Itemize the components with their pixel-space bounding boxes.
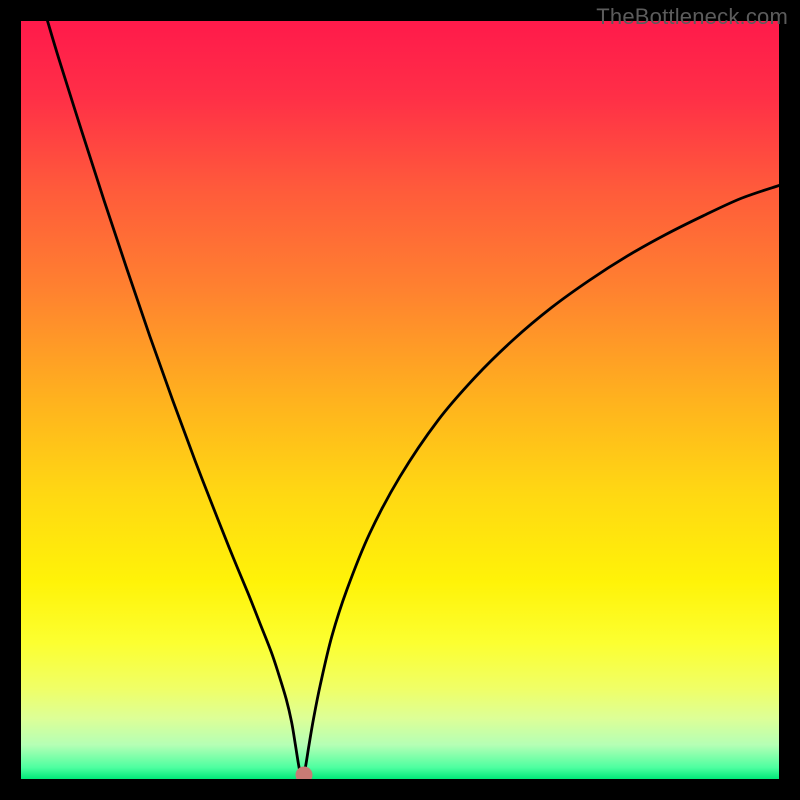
bottleneck-curve <box>21 21 779 779</box>
watermark-text: TheBottleneck.com <box>596 4 788 30</box>
plot-area <box>21 21 779 779</box>
chart-frame: TheBottleneck.com <box>0 0 800 800</box>
curve-path <box>48 21 779 779</box>
optimum-marker <box>295 767 312 779</box>
